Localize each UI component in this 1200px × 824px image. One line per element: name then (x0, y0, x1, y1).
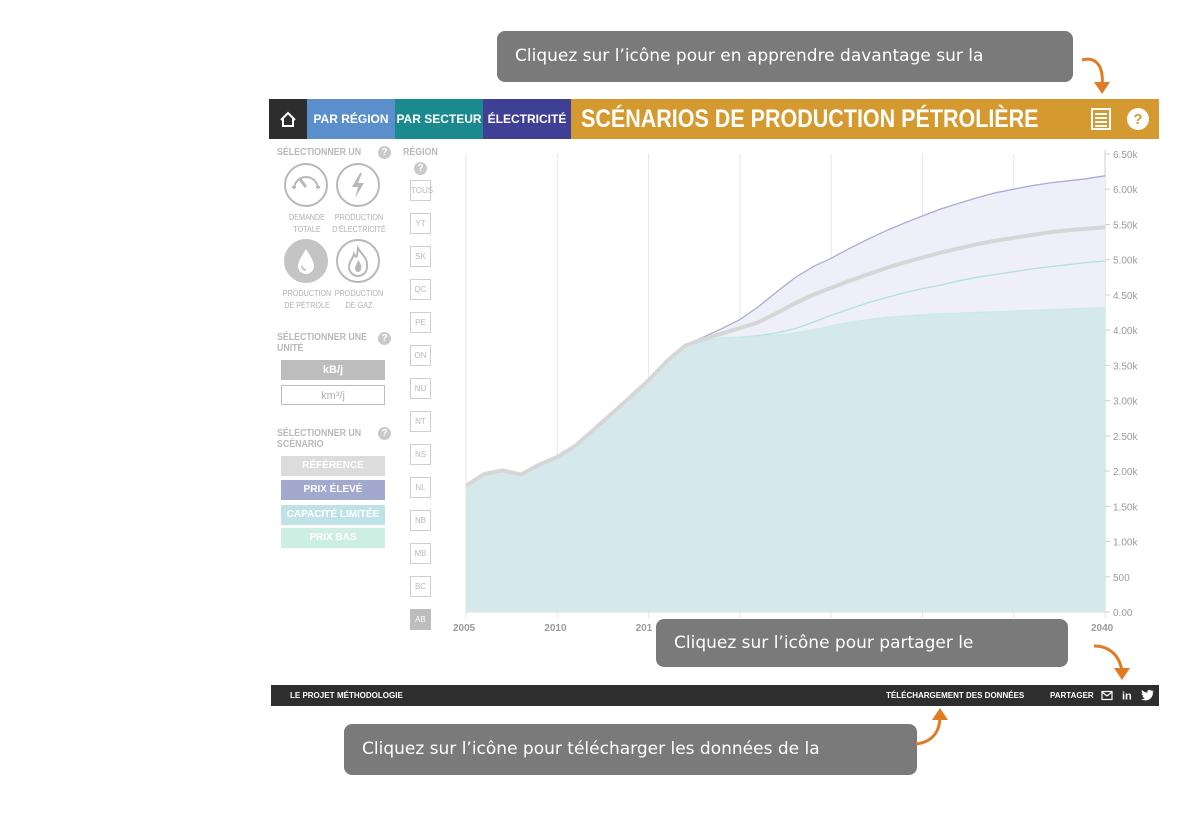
x-tick-label: 2005 (453, 623, 476, 634)
region-button-nt[interactable]: NT (410, 411, 431, 432)
product-caption: DEMANDE TOTALE (288, 213, 325, 234)
help-icon[interactable]: ? (1126, 107, 1150, 131)
y-tick-label: 3.50k (1113, 361, 1138, 372)
scenario-label: SÉLECTIONNER UN SCÉNARIO (277, 428, 362, 450)
y-tick-label: 4.00k (1113, 326, 1138, 337)
y-tick-label: 1.50k (1113, 502, 1138, 513)
region-button-yt[interactable]: YT (410, 213, 431, 234)
region-button-mb[interactable]: MB (410, 543, 431, 564)
linkedin-icon[interactable]: in (1122, 689, 1134, 702)
svg-text:in: in (1122, 691, 1132, 702)
flame-icon (347, 244, 369, 277)
oil-drop-icon (298, 249, 314, 274)
callout-download-arrow (915, 708, 948, 746)
y-tick-label: 6.00k (1113, 185, 1138, 196)
scenario-reference-button[interactable]: RÉFÉRENCE (281, 456, 385, 476)
product-demande-totale[interactable] (284, 163, 328, 207)
scenario-prix-bas-button[interactable]: PRIX BAS (281, 528, 385, 548)
product-production-electricite[interactable] (336, 163, 380, 207)
footer-share-label: PARTAGER (1050, 691, 1094, 700)
home-icon (280, 111, 296, 127)
unit-label: SÉLECTIONNER UNE UNITÉ (277, 332, 367, 354)
y-tick-label: 0.00 (1113, 608, 1133, 619)
region-button-nb[interactable]: NB (410, 510, 431, 531)
footer-download-link[interactable]: TÉLÉCHARGEMENT DES DONNÉES (886, 691, 1025, 700)
region-button-pe[interactable]: PE (410, 312, 431, 333)
y-tick-label: 5.50k (1113, 220, 1138, 231)
region-label: RÉGION (403, 147, 438, 158)
x-tick-label: 201 (636, 623, 653, 634)
footer-method-link[interactable]: MÉTHODOLOGIE (337, 691, 403, 700)
svg-text:?: ? (1133, 111, 1142, 128)
unit-help-icon[interactable]: ? (378, 332, 391, 345)
region-button-bc[interactable]: BC (410, 576, 431, 597)
twitter-icon[interactable] (1141, 689, 1154, 701)
region-button-nl[interactable]: NL (410, 477, 431, 498)
region-help-icon[interactable]: ? (414, 162, 427, 175)
callout-download: Cliquez sur l’icône pour télécharger les… (344, 724, 917, 809)
footer-bar: LE PROJET MÉTHODOLOGIE TÉLÉCHARGEMENT DE… (271, 685, 1159, 706)
scenario-help-icon[interactable]: ? (378, 427, 391, 440)
region-button-ns[interactable]: NS (410, 444, 431, 465)
product-caption: PRODUCTION D’ÉLECTRICITÉ (332, 213, 386, 234)
callout-about: Cliquez sur l’icône pour en apprendre da… (497, 31, 1073, 116)
callout-share-arrow (1093, 644, 1130, 680)
y-tick-label: 1.00k (1113, 538, 1138, 549)
product-production-petrole[interactable] (284, 239, 328, 283)
lightning-icon (352, 173, 364, 198)
region-button-tous[interactable]: TOUS (410, 180, 433, 201)
y-tick-label: 3.00k (1113, 397, 1138, 408)
product-production-gaz[interactable] (336, 239, 380, 283)
production-area (466, 307, 1105, 612)
tab-par-region[interactable]: PAR RÉGION (307, 99, 395, 139)
y-tick-label: 5.00k (1113, 256, 1138, 267)
region-button-nu[interactable]: NU (410, 378, 431, 399)
region-button-sk[interactable]: SK (410, 246, 431, 267)
region-button-qc[interactable]: QC (410, 279, 431, 300)
x-tick-label: 2040 (1091, 623, 1114, 634)
callout-about-arrow (1081, 57, 1110, 94)
footer-project-link[interactable]: LE PROJET (290, 691, 335, 700)
help-icon[interactable]: ? (378, 146, 391, 159)
tab-electricite[interactable]: ÉLECTRICITÉ (483, 99, 571, 139)
y-tick-label: 2.00k (1113, 467, 1138, 478)
y-tick-label: 500 (1113, 573, 1130, 584)
page-title: SCÉNARIOS DE PRODUCTION PÉTROLIÈRE (581, 105, 1039, 133)
gauge-icon (292, 176, 320, 190)
region-button-on[interactable]: ON (410, 345, 431, 366)
scenario-prix-eleve-button[interactable]: PRIX ÉLEVÉ (281, 480, 385, 500)
unit-km3j-button[interactable]: km³/j (281, 385, 385, 405)
tab-par-secteur[interactable]: PAR SECTEUR (395, 99, 483, 139)
region-button-ab[interactable]: AB (410, 609, 431, 630)
select-one-label: SÉLECTIONNER UN (277, 147, 362, 158)
home-button[interactable] (269, 99, 307, 139)
y-tick-label: 6.50k (1113, 150, 1138, 161)
list-icon[interactable] (1089, 107, 1113, 131)
header-bar: PAR RÉGION PAR SECTEUR ÉLECTRICITÉ SCÉNA… (269, 99, 1159, 139)
unit-kbj-button[interactable]: kB/j (281, 360, 385, 380)
oil-production-chart: 6.50k 6.00k 5.50k 5.00k 4.50k 4.00k 3.50k 3.00k… (453, 150, 1138, 634)
mail-icon[interactable] (1101, 690, 1113, 701)
y-tick-label: 4.50k (1113, 291, 1138, 302)
y-tick-label: 2.50k (1113, 432, 1138, 443)
product-caption: PRODUCTION DE GAZ (334, 289, 384, 310)
series-line-reference (464, 225, 1106, 488)
x-tick-label: 2010 (544, 623, 567, 634)
scenario-capacite-limitee-button[interactable]: CAPACITÉ LIMITÉE (281, 505, 385, 525)
product-caption: PRODUCTION DE PÉTROLE (282, 289, 332, 310)
